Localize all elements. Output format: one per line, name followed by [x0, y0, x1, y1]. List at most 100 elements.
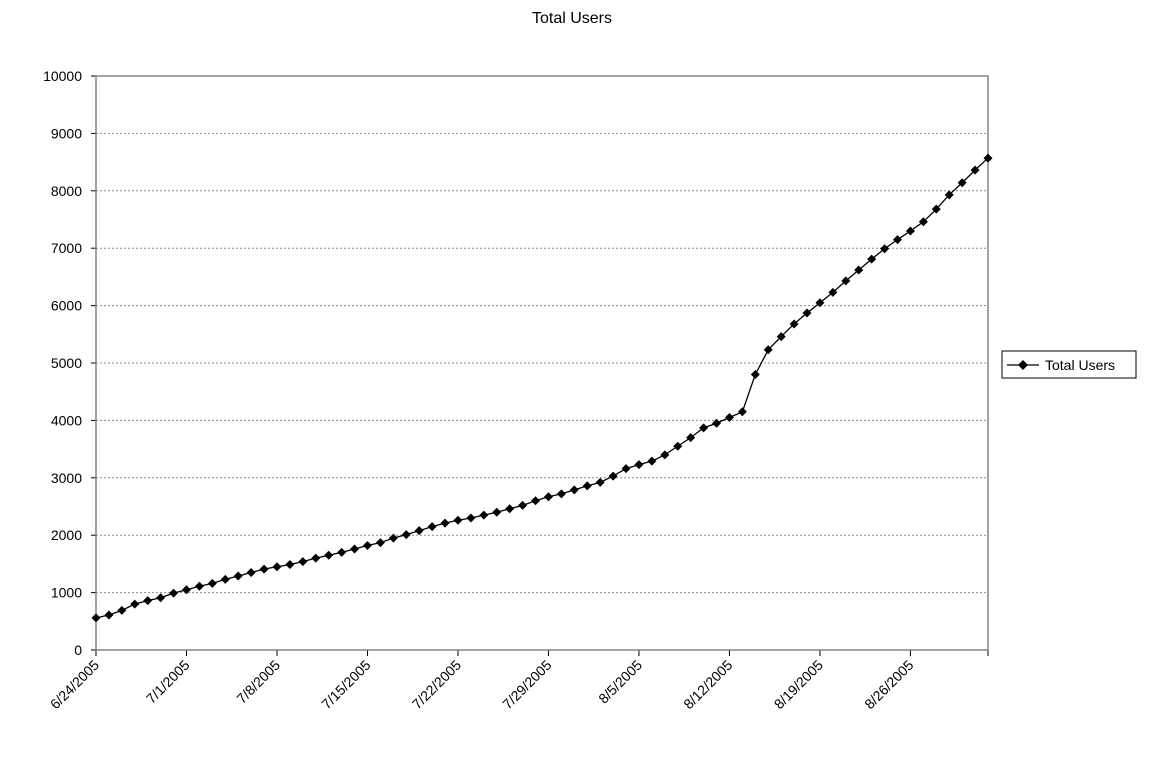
data-point-marker — [776, 332, 786, 342]
y-tick-label: 0 — [74, 642, 82, 658]
data-point-marker — [750, 369, 760, 379]
x-tick-label: 8/26/2005 — [861, 657, 917, 713]
y-tick-label: 9000 — [51, 125, 82, 141]
data-point-marker — [143, 596, 153, 606]
data-point-marker — [453, 515, 463, 525]
y-tick-label: 4000 — [51, 412, 82, 428]
data-point-marker — [194, 581, 204, 591]
data-point-marker — [156, 593, 166, 603]
data-point-marker — [931, 204, 941, 214]
data-point-marker — [647, 456, 657, 466]
data-point-marker — [854, 265, 864, 275]
x-tick-label: 7/8/2005 — [233, 657, 283, 707]
data-point-marker — [233, 571, 243, 581]
data-point-marker — [117, 605, 127, 615]
series-line — [95, 157, 989, 619]
data-point-marker — [91, 613, 101, 623]
data-point-marker — [699, 423, 709, 433]
x-tick-label: 8/19/2005 — [771, 657, 827, 713]
data-point-marker — [944, 190, 954, 200]
data-point-marker — [543, 492, 553, 502]
x-tick-label: 7/22/2005 — [409, 657, 465, 713]
data-point-marker — [608, 471, 618, 481]
data-point-marker — [880, 244, 890, 254]
x-tick-label: 7/1/2005 — [143, 657, 193, 707]
data-point-marker — [466, 513, 476, 523]
data-point-marker — [763, 345, 773, 355]
data-point-marker — [285, 559, 295, 569]
data-point-marker — [531, 496, 541, 506]
data-point-marker — [867, 254, 877, 264]
data-point-marker — [634, 460, 644, 470]
data-point-marker — [737, 407, 747, 417]
data-point-marker — [388, 533, 398, 543]
y-tick-label: 1000 — [51, 585, 82, 601]
data-point-marker — [970, 165, 980, 175]
data-series — [91, 153, 993, 623]
x-tick-label: 6/24/2005 — [47, 657, 103, 713]
data-point-marker — [841, 276, 851, 286]
data-point-marker — [479, 510, 489, 520]
data-point-marker — [169, 588, 179, 598]
data-point-marker — [440, 518, 450, 528]
data-point-marker — [893, 235, 903, 245]
x-tick-label: 7/15/2005 — [318, 657, 374, 713]
data-point-marker — [918, 217, 928, 227]
data-point-marker — [427, 522, 437, 532]
x-tick-label: 8/12/2005 — [680, 657, 736, 713]
data-point-marker — [272, 562, 282, 572]
data-point-marker — [324, 550, 334, 560]
data-point-marker — [505, 504, 515, 514]
x-axis: 6/24/2005 7/1/2005 7/8/2005 7/15/2005 7/22/2… — [47, 650, 989, 713]
y-tick-label: 2000 — [51, 527, 82, 543]
legend-label: Total Users — [1045, 357, 1115, 373]
y-tick-label: 10000 — [43, 68, 82, 84]
y-axis: 0 1000 2000 3000 4000 5000 6000 7000 8000 9000 100… — [43, 68, 96, 658]
data-point-marker — [207, 578, 217, 588]
y-tick-label: 7000 — [51, 240, 82, 256]
data-point-marker — [815, 298, 825, 308]
data-point-marker — [181, 585, 191, 595]
y-tick-label: 8000 — [51, 183, 82, 199]
data-point-marker — [789, 319, 799, 329]
data-point-marker — [104, 610, 114, 620]
x-tick-label: 8/5/2005 — [595, 657, 645, 707]
gridlines — [96, 132, 988, 594]
data-point-marker — [298, 557, 308, 567]
data-point-marker — [828, 287, 838, 297]
data-point-marker — [259, 564, 269, 574]
x-tick-label: 7/29/2005 — [499, 657, 555, 713]
y-tick-label: 3000 — [51, 470, 82, 486]
data-point-marker — [311, 553, 321, 563]
data-point-marker — [582, 481, 592, 491]
data-point-marker — [518, 500, 528, 510]
data-point-marker — [401, 530, 411, 540]
data-point-marker — [673, 441, 683, 451]
data-point-marker — [375, 538, 385, 548]
data-point-marker — [130, 599, 140, 609]
y-tick-label: 5000 — [51, 355, 82, 371]
data-point-marker — [569, 485, 579, 495]
data-point-marker — [957, 178, 967, 188]
data-point-marker — [350, 544, 360, 554]
legend: Total Users — [1001, 350, 1137, 379]
data-point-marker — [621, 464, 631, 474]
data-point-marker — [983, 153, 993, 163]
data-point-marker — [724, 413, 734, 423]
plot-area-border — [95, 75, 989, 651]
data-point-marker — [414, 526, 424, 536]
data-point-marker — [492, 507, 502, 517]
chart-title: Total Users — [532, 10, 612, 27]
data-point-marker — [337, 547, 347, 557]
data-point-marker — [712, 418, 722, 428]
y-tick-label: 6000 — [51, 298, 82, 314]
data-point-marker — [595, 477, 605, 487]
data-point-marker — [362, 541, 372, 551]
data-point-marker — [246, 568, 256, 578]
data-point-marker — [905, 226, 915, 236]
data-point-marker — [660, 450, 670, 460]
data-point-marker — [802, 308, 812, 318]
legend-diamond-icon — [1018, 360, 1028, 370]
data-point-marker — [220, 574, 230, 584]
